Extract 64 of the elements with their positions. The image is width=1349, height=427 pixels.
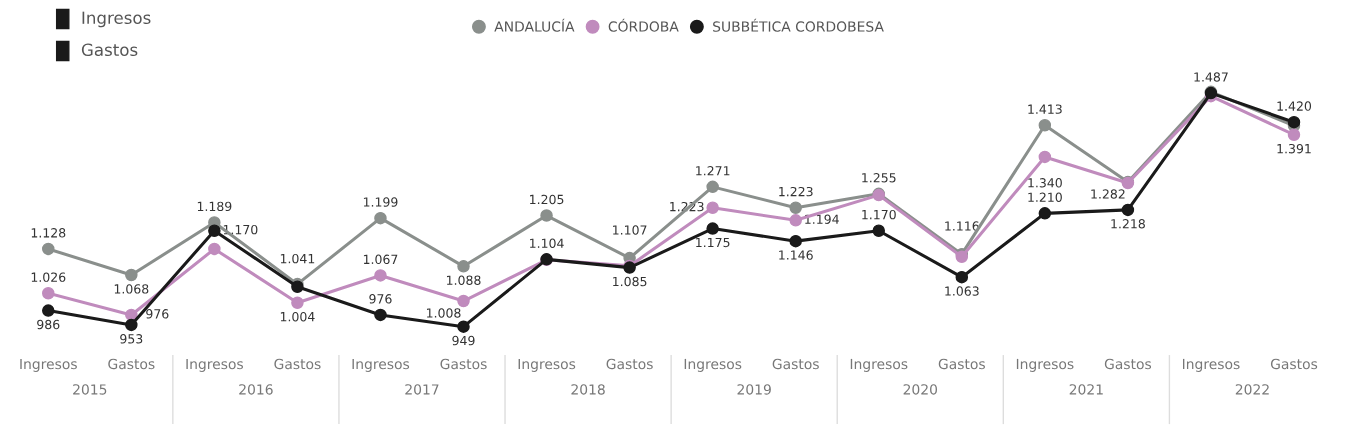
data-label: 1.067: [363, 254, 398, 265]
data-label: 1.146: [779, 250, 813, 260]
data-label: 1.205: [530, 194, 564, 205]
text: 2018: [571, 384, 605, 395]
x-tick-label: Ingresos: [518, 358, 576, 372]
data-label: 1.104: [530, 238, 564, 248]
data-label: 976: [146, 309, 169, 319]
x-tick-label: Gastos: [606, 358, 653, 370]
data-label: 1.194: [805, 214, 839, 224]
data-label: 949: [452, 335, 475, 346]
data-label: 1.420: [1277, 101, 1312, 111]
x-tick-label: Gastos: [1270, 358, 1318, 370]
data-label: 1.128: [31, 228, 66, 238]
text: Gastos: [81, 43, 138, 57]
x-tick-label: Ingresos: [684, 358, 742, 372]
data-label: 1.170: [862, 209, 896, 220]
x-tick-label: Ingresos: [20, 358, 77, 372]
data-label: 976: [369, 294, 392, 304]
x-tick-label: Ingresos: [1016, 358, 1074, 372]
legend-label: SUBBÉTICA CORDOBESA: [713, 18, 884, 32]
data-label: 1.210: [1028, 192, 1062, 202]
text: 2021: [1069, 384, 1103, 395]
data-label: 1.085: [613, 276, 647, 287]
text: 2019: [737, 384, 771, 395]
text: 2022: [1235, 384, 1269, 395]
legend-label: CÓRDOBA: [608, 18, 679, 32]
data-label: 1.413: [1028, 104, 1062, 114]
data-label: 1.340: [1028, 178, 1062, 188]
x-tick-label: Gastos: [938, 358, 985, 370]
data-label: 1.088: [446, 275, 481, 285]
text: 2017: [405, 384, 439, 395]
x-tick-label: Gastos: [274, 358, 321, 370]
data-label: 1.063: [945, 286, 979, 296]
text: 2016: [239, 384, 273, 395]
data-label: 1.255: [862, 172, 896, 183]
x-tick-label: Ingresos: [1182, 358, 1240, 372]
data-label: 1.026: [31, 272, 66, 282]
x-tick-label: Gastos: [1104, 358, 1152, 370]
data-label: 1.282: [1091, 189, 1125, 199]
data-label: 1.487: [1194, 72, 1228, 82]
x-tick-label: Ingresos: [352, 358, 410, 372]
data-label: 1.391: [1277, 143, 1311, 154]
data-label: 1.199: [363, 197, 398, 207]
data-label: 1.107: [613, 225, 647, 235]
x-tick-label: Ingresos: [850, 358, 908, 372]
x-tick-label: Ingresos: [186, 358, 243, 372]
text: Ingresos: [82, 11, 151, 28]
text: 2015: [73, 384, 107, 395]
data-label: 1.223: [779, 186, 813, 197]
data-label: 1.068: [114, 284, 149, 294]
data-label: 1.218: [1111, 219, 1145, 229]
data-label: 953: [120, 334, 143, 344]
data-label: 1.175: [696, 237, 730, 248]
x-tick-label: Gastos: [440, 358, 487, 370]
x-tick-label: Gastos: [108, 358, 155, 370]
data-label: 1.271: [696, 166, 730, 176]
data-label: 1.004: [280, 311, 315, 322]
x-tick-label: Gastos: [772, 358, 819, 370]
data-label: 986: [37, 319, 60, 330]
data-label: 1.008: [426, 308, 461, 318]
data-label: 1.189: [197, 201, 232, 212]
legend-label: ANDALUCÍA: [494, 18, 575, 32]
data-label: 1.041: [280, 253, 315, 264]
text: 2020: [903, 384, 938, 395]
